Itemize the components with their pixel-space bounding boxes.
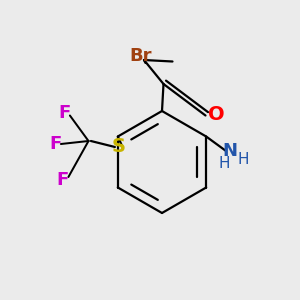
Text: S: S [112, 137, 125, 157]
Text: N: N [222, 142, 237, 160]
Text: H: H [237, 152, 249, 167]
Text: F: F [58, 103, 70, 122]
Text: O: O [208, 104, 225, 124]
Text: F: F [57, 171, 69, 189]
Text: H: H [219, 156, 230, 171]
Text: F: F [50, 135, 61, 153]
Text: Br: Br [130, 46, 152, 64]
